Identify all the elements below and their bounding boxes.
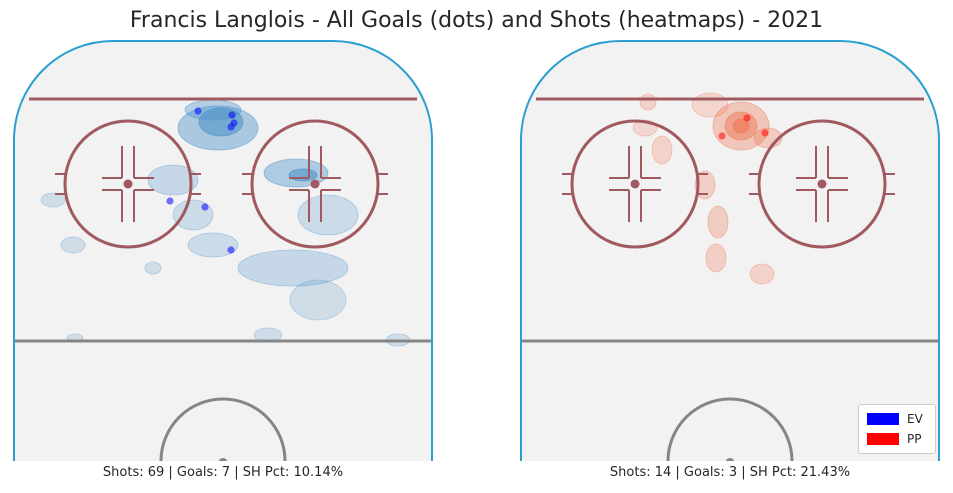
shot-density-region xyxy=(705,243,727,273)
shot-density-region xyxy=(732,118,750,134)
legend-entry-pp: PP xyxy=(867,431,921,447)
goal-dot xyxy=(743,114,751,122)
shot-density-region xyxy=(639,93,657,111)
faceoff-ring xyxy=(570,119,700,249)
goal-dot xyxy=(194,107,202,115)
legend-label-pp: PP xyxy=(907,432,922,446)
faceoff-ring xyxy=(250,119,380,249)
goal-markers-left xyxy=(166,107,238,254)
shot-density-region xyxy=(237,249,349,287)
faceoff-circle-right xyxy=(242,119,388,249)
shot-heatmap-left xyxy=(40,99,411,347)
shot-density-region xyxy=(144,261,162,275)
caption-right: Shots: 14 | Goals: 3 | SH Pct: 21.43% xyxy=(609,465,851,480)
shot-heatmap-right xyxy=(632,92,783,285)
goal-markers-right xyxy=(718,114,769,140)
shot-density-region xyxy=(187,232,239,258)
ice-surface xyxy=(14,41,432,461)
shot-density-region xyxy=(60,236,86,254)
rink-right xyxy=(520,40,940,461)
legend: EV PP xyxy=(858,404,936,454)
shot-density-region xyxy=(288,168,318,182)
caption-left: Shots: 69 | Goals: 7 | SH Pct: 10.14% xyxy=(102,465,344,480)
shot-density-region xyxy=(749,263,775,285)
chart-title: Francis Langlois - All Goals (dots) and … xyxy=(129,8,824,33)
rink-boards xyxy=(13,40,433,461)
faceoff-circle-left xyxy=(562,119,708,249)
rink-boards xyxy=(520,40,940,461)
goal-dot xyxy=(166,197,174,205)
legend-label-ev: EV xyxy=(907,412,923,426)
faceoff-ring xyxy=(63,119,193,249)
goal-dot xyxy=(718,132,726,140)
legend-entry-ev: EV xyxy=(867,411,923,427)
rink-left xyxy=(13,40,433,461)
shot-density-region xyxy=(297,194,359,236)
goal-dot xyxy=(201,203,209,211)
goal-dot xyxy=(761,129,769,137)
faceoff-ring xyxy=(757,119,887,249)
center-dot xyxy=(219,458,227,461)
center-dot xyxy=(726,458,734,461)
faceoff-dot xyxy=(310,179,320,189)
shot-density-region xyxy=(40,192,66,208)
faceoff-circle-right xyxy=(749,119,895,249)
goal-dot xyxy=(227,123,235,131)
faceoff-circle-left xyxy=(55,119,201,249)
center-circle xyxy=(666,397,794,461)
goal-dot xyxy=(228,111,236,119)
legend-swatch-ev xyxy=(867,413,899,425)
ice-surface xyxy=(521,41,939,461)
shot-density-region xyxy=(651,135,673,165)
center-circle xyxy=(159,397,287,461)
shot-density-region xyxy=(694,170,716,200)
legend-swatch-pp xyxy=(867,433,899,445)
shot-density-region xyxy=(707,205,729,239)
faceoff-dot xyxy=(630,179,640,189)
shot-density-region xyxy=(147,164,199,196)
shot-density-region xyxy=(289,279,347,321)
faceoff-dot xyxy=(817,179,827,189)
faceoff-dot xyxy=(123,179,133,189)
goal-dot xyxy=(227,246,235,254)
